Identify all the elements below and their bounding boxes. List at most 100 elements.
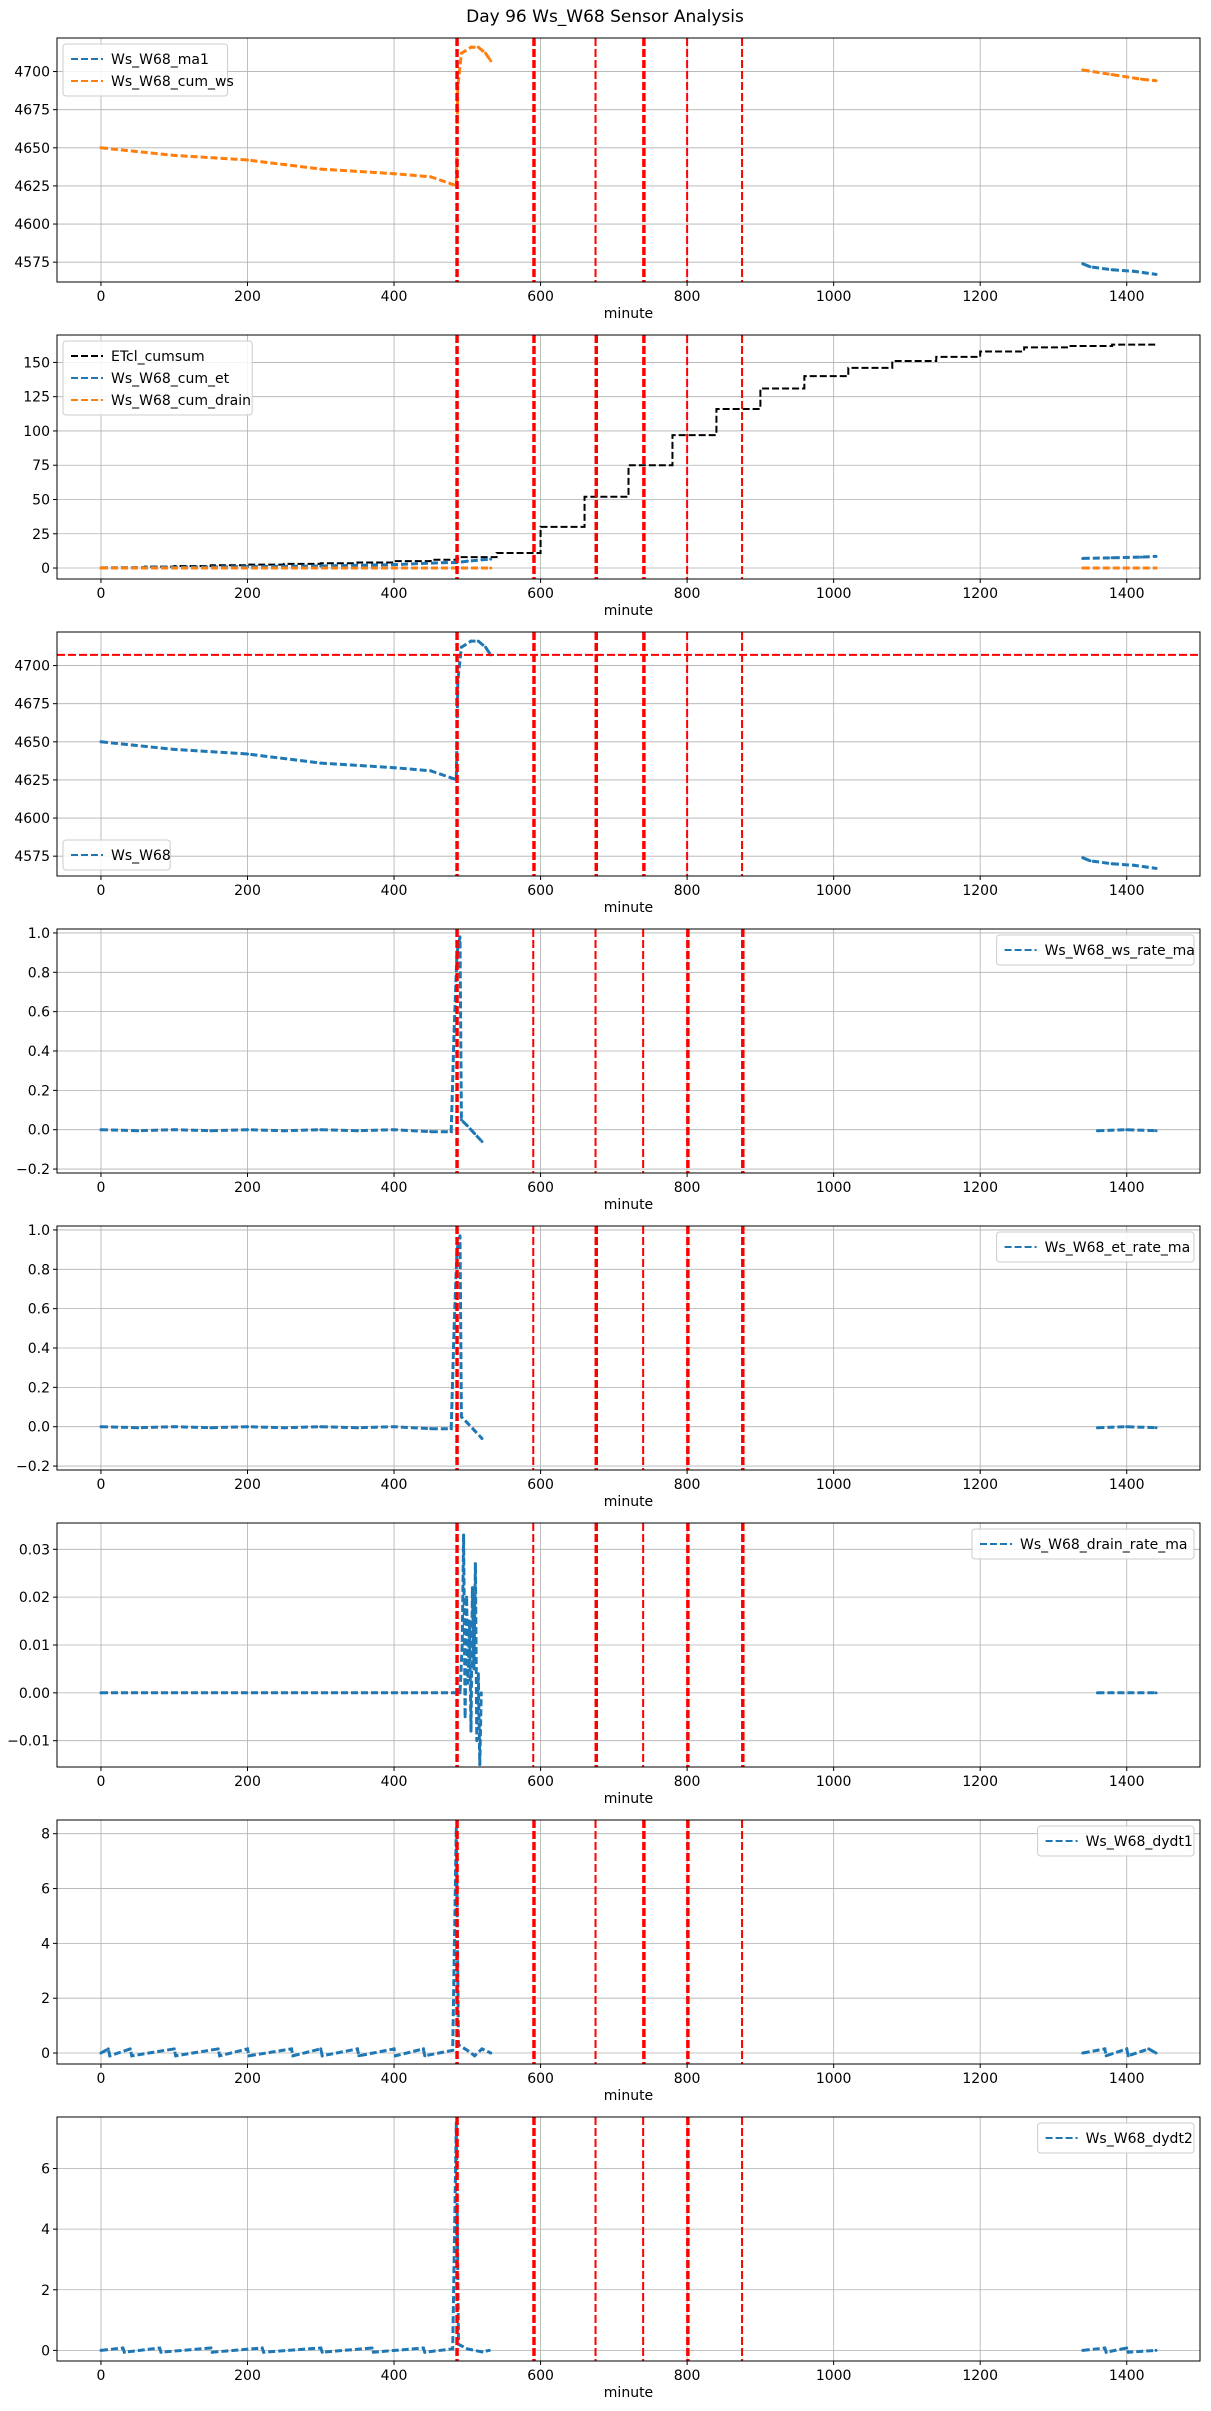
x-tick-label: 1400 <box>1109 289 1145 305</box>
data-point <box>99 1691 103 1695</box>
data-point <box>484 645 488 649</box>
data-point <box>319 1425 323 1429</box>
data-point <box>449 1130 453 1134</box>
data-point <box>122 2350 126 2354</box>
x-axis-title: minute <box>604 1197 653 1213</box>
data-point <box>1125 2047 1129 2051</box>
data-point <box>394 2054 398 2058</box>
data-point <box>320 2350 324 2354</box>
data-point <box>357 2054 361 2058</box>
data-point <box>1139 77 1143 81</box>
data-point <box>392 1128 396 1132</box>
data-point <box>1154 1691 1158 1695</box>
data-point <box>449 1427 453 1431</box>
data-point <box>246 158 249 162</box>
x-tick-label: 1200 <box>962 1180 998 1196</box>
data-point <box>469 1729 473 1733</box>
x-tick-label: 1400 <box>1109 586 1145 602</box>
legend: ETcl_cumsum Ws_W68_cum_et Ws_W68_cum_drain <box>62 340 253 416</box>
legend-label: Ws_W68_cum_ws <box>111 74 234 90</box>
x-tick-label: 1000 <box>816 1477 852 1493</box>
x-axis-title: minute <box>604 2385 653 2401</box>
data-point <box>1125 1128 1129 1132</box>
data-point <box>465 2347 469 2351</box>
legend-box <box>62 839 171 871</box>
data-point <box>458 1691 462 1695</box>
x-tick-label: 200 <box>234 586 261 602</box>
data-point <box>1081 2348 1085 2352</box>
series-line-Ws_W68_cum_et <box>1082 554 1157 560</box>
y-tick-label: 4700 <box>14 65 50 81</box>
x-tick-label: 400 <box>381 2368 408 2384</box>
data-point <box>1081 566 1085 570</box>
data-point <box>451 2048 455 2052</box>
data-point <box>1081 856 1085 860</box>
data-point <box>480 1140 484 1144</box>
data-point <box>1154 1426 1158 1430</box>
x-tick-label: 1000 <box>816 289 852 305</box>
series-group <box>99 935 1158 1144</box>
data-point <box>136 1129 140 1133</box>
y-tick-label: 2 <box>41 2283 50 2299</box>
y-tick-label: 0.03 <box>19 1542 50 1558</box>
legend-label: Ws_W68_cum_et <box>111 371 230 387</box>
data-point <box>260 2346 264 2350</box>
y-tick-label: 25 <box>32 527 50 543</box>
data-point <box>1088 859 1092 863</box>
y-tick-label: 125 <box>23 390 50 406</box>
plot-frame <box>56 1225 1201 1471</box>
data-point <box>487 2348 491 2352</box>
data-point <box>320 2054 324 2058</box>
y-tick-label: 0.0 <box>28 1420 50 1436</box>
data-point <box>172 153 176 157</box>
legend-label: Ws_W68_drain_rate_ma <box>1020 1537 1187 1553</box>
series-line-Ws_W68_dydt2 <box>1082 2346 1157 2354</box>
series-group <box>99 1533 1158 1767</box>
x-tick-label: 600 <box>527 289 554 305</box>
data-point <box>1110 73 1114 77</box>
data-point <box>452 1326 456 1330</box>
x-tick-label: 1200 <box>962 2071 998 2087</box>
series-line-Ws_W68_cum_ws <box>1082 68 1157 83</box>
subplot-2: 0 200 400 600 800 1000 1200 1400 0 25 50 75 100 125 15… <box>23 334 1201 619</box>
x-tick-label: 1400 <box>1109 1477 1145 1493</box>
x-tick-label: 800 <box>674 586 701 602</box>
data-point <box>1125 1425 1129 1429</box>
y-tick-label: 75 <box>32 458 50 474</box>
data-point <box>1104 2054 1108 2058</box>
legend: Ws_W68_dydt2 <box>1037 2122 1195 2154</box>
y-tick-label: −0.2 <box>16 1459 50 1475</box>
x-tick-label: 200 <box>234 1477 261 1493</box>
x-tick-label: 600 <box>527 586 554 602</box>
data-point <box>172 747 176 751</box>
data-point <box>106 2047 110 2051</box>
data-point <box>421 2047 425 2051</box>
data-point <box>476 45 480 49</box>
y-tick-label: 4625 <box>14 773 50 789</box>
x-axis-title: minute <box>604 306 653 322</box>
data-point <box>392 1425 396 1429</box>
legend-box <box>996 934 1195 966</box>
data-point <box>473 1429 477 1433</box>
y-tick-label: 6 <box>41 2162 50 2178</box>
series-group <box>99 1826 1158 2058</box>
data-point <box>1154 554 1158 558</box>
subplot-5: 0 200 400 600 800 1000 1200 1400 −0.2 0.0 0.2 0.4 0.… <box>16 1223 1201 1510</box>
data-point <box>489 557 493 561</box>
y-tick-label: 4600 <box>14 217 50 233</box>
x-tick-label: 400 <box>381 883 408 899</box>
x-tick-label: 0 <box>97 1477 106 1493</box>
data-point <box>1125 2346 1129 2350</box>
series-line-Ws_W68 <box>100 639 493 783</box>
y-tick-label: 1.0 <box>28 926 50 942</box>
series-line-Ws_W68_cum_et <box>100 557 491 570</box>
data-point <box>429 175 433 179</box>
data-point <box>480 558 484 562</box>
series-group <box>99 45 1158 276</box>
y-tick-label: 4575 <box>14 255 50 271</box>
data-point <box>469 45 473 49</box>
data-point <box>128 2047 132 2051</box>
x-axis-title: minute <box>604 2088 653 2104</box>
data-point <box>1147 2047 1151 2051</box>
